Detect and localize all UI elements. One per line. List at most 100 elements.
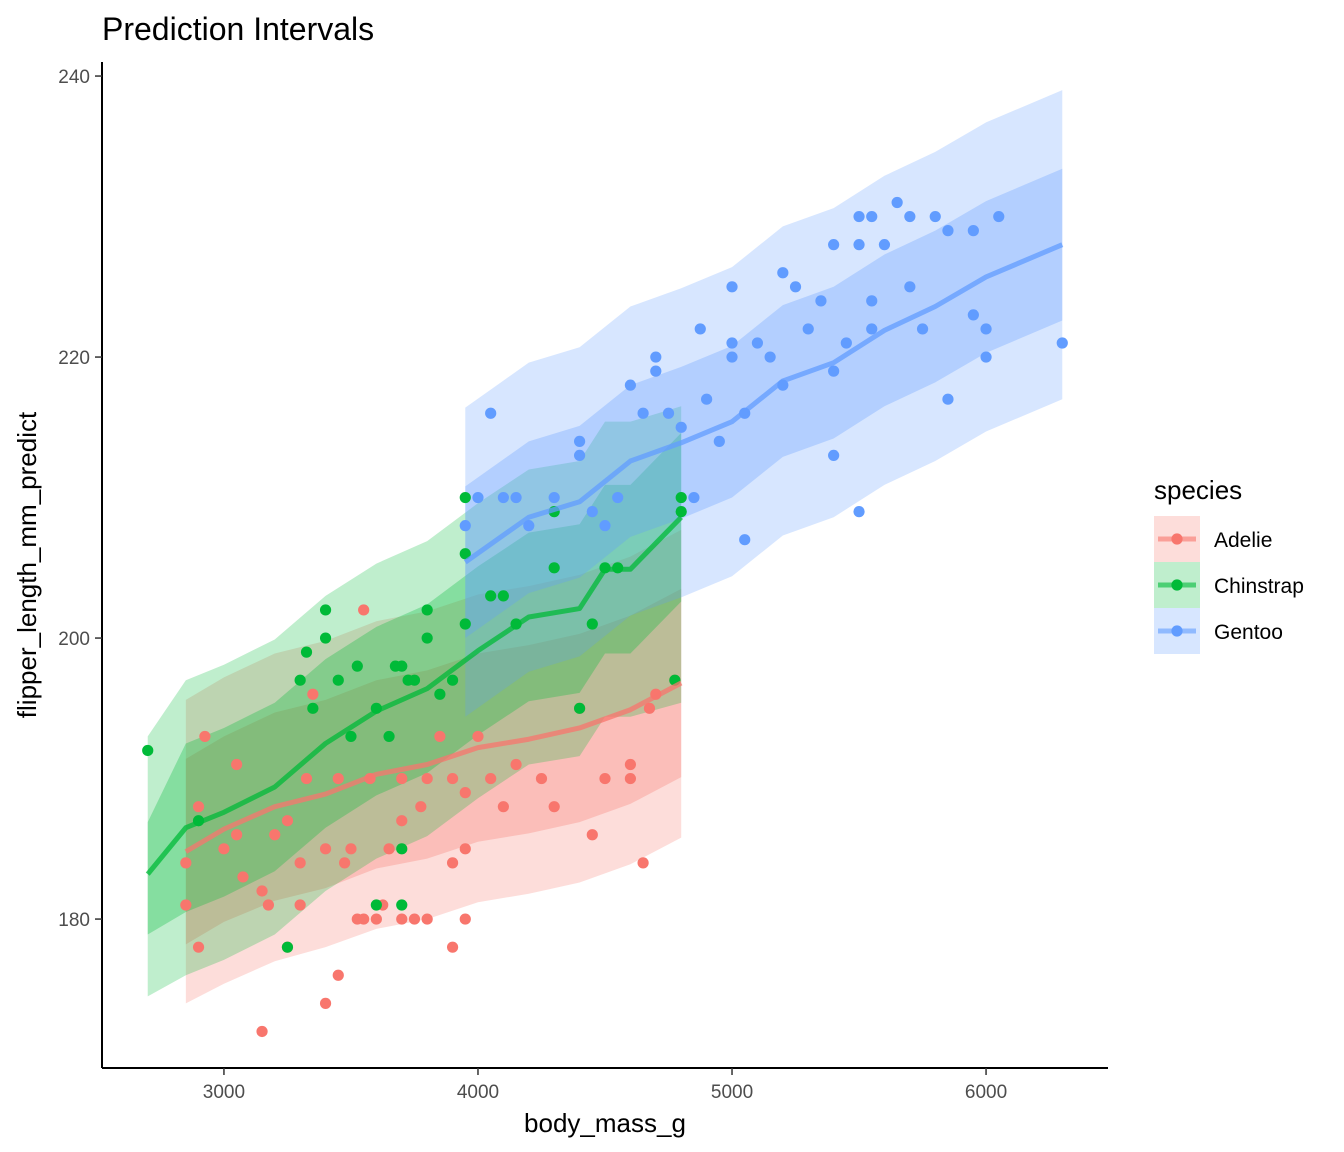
point-chinstrap: [548, 562, 560, 574]
point-gentoo: [866, 323, 878, 335]
point-adelie: [510, 758, 522, 771]
point-adelie: [586, 829, 598, 841]
point-gentoo: [694, 323, 706, 335]
legend-dot-adelie: [1171, 533, 1183, 545]
point-adelie: [643, 702, 656, 714]
point-gentoo: [573, 449, 586, 462]
point-gentoo: [497, 491, 509, 504]
point-chinstrap: [396, 899, 408, 911]
point-gentoo: [586, 506, 598, 518]
point-chinstrap: [281, 941, 294, 953]
point-adelie: [637, 857, 649, 869]
point-adelie: [332, 969, 344, 981]
x-tick-label: 3000: [203, 1082, 245, 1103]
point-chinstrap: [383, 730, 395, 743]
point-adelie: [396, 815, 408, 827]
point-gentoo: [637, 407, 649, 419]
point-adelie: [421, 913, 433, 925]
point-adelie: [383, 843, 395, 855]
point-adelie: [624, 758, 637, 771]
point-adelie: [358, 604, 370, 616]
legend-dot-gentoo: [1171, 625, 1183, 637]
band-inner-adelie: [185, 588, 682, 945]
point-gentoo: [650, 351, 662, 363]
point-adelie: [485, 772, 497, 785]
point-gentoo: [624, 379, 637, 391]
y-tick-label: 200: [58, 629, 90, 650]
point-gentoo: [904, 281, 916, 293]
point-chinstrap: [459, 618, 471, 630]
point-gentoo: [662, 407, 675, 419]
point-gentoo: [675, 421, 687, 433]
point-gentoo: [916, 323, 929, 335]
point-adelie: [415, 801, 427, 813]
point-gentoo: [967, 225, 979, 237]
point-chinstrap: [351, 660, 363, 672]
point-adelie: [256, 1025, 268, 1038]
band-outer-gentoo: [465, 90, 1063, 717]
point-chinstrap: [370, 899, 382, 911]
point-adelie: [319, 997, 332, 1009]
point-chinstrap: [459, 548, 471, 560]
point-gentoo: [650, 365, 662, 377]
x-axis-title: body_mass_g: [524, 1108, 686, 1138]
point-gentoo: [713, 435, 725, 447]
legend-title: species: [1154, 475, 1242, 505]
point-adelie: [294, 899, 306, 911]
point-gentoo: [726, 351, 738, 363]
point-gentoo: [866, 295, 878, 307]
fit-line-gentoo: [463, 242, 1064, 565]
point-adelie: [192, 941, 205, 953]
point-gentoo: [828, 365, 840, 377]
x-axis-ticks: 3000 4000 5000 6000: [203, 1068, 1007, 1103]
point-adelie: [300, 772, 313, 785]
point-adelie: [256, 885, 268, 897]
point-gentoo: [942, 393, 954, 405]
point-gentoo: [777, 267, 789, 279]
x-tick-label: 4000: [457, 1082, 499, 1103]
point-chinstrap: [421, 604, 433, 616]
point-gentoo: [853, 239, 865, 251]
point-adelie: [434, 730, 446, 743]
fit-line-chinstrap: [145, 515, 684, 876]
point-gentoo: [688, 491, 700, 504]
point-adelie: [199, 730, 211, 743]
point-adelie: [339, 857, 351, 869]
point-gentoo: [701, 393, 713, 405]
point-gentoo: [472, 491, 484, 504]
point-adelie: [294, 857, 306, 869]
point-adelie: [408, 913, 421, 925]
point-chinstrap: [573, 702, 586, 714]
point-adelie: [396, 913, 408, 925]
legend: species Adelie Chinstrap Gentoo: [1154, 475, 1304, 654]
point-adelie: [262, 899, 274, 911]
point-gentoo: [751, 337, 764, 349]
point-adelie: [218, 843, 230, 855]
point-adelie: [319, 843, 332, 855]
point-chinstrap: [319, 632, 332, 644]
point-chinstrap: [675, 491, 687, 504]
point-gentoo: [523, 520, 535, 532]
point-chinstrap: [586, 618, 598, 630]
point-gentoo: [840, 337, 852, 349]
point-adelie: [307, 688, 319, 700]
point-chinstrap: [459, 491, 471, 504]
point-adelie: [231, 758, 243, 771]
point-chinstrap: [307, 702, 319, 714]
point-adelie: [599, 772, 611, 785]
point-adelie: [281, 815, 294, 827]
point-gentoo: [815, 295, 827, 307]
point-adelie: [332, 772, 344, 785]
point-adelie: [345, 843, 357, 855]
point-gentoo: [878, 239, 891, 251]
point-adelie: [370, 913, 382, 925]
point-chinstrap: [434, 688, 446, 700]
point-gentoo: [904, 210, 916, 223]
point-adelie: [459, 913, 471, 925]
legend-label-gentoo: Gentoo: [1214, 621, 1283, 644]
point-chinstrap: [396, 843, 408, 855]
point-gentoo: [789, 281, 802, 293]
point-adelie: [231, 829, 243, 841]
point-gentoo: [929, 210, 941, 223]
